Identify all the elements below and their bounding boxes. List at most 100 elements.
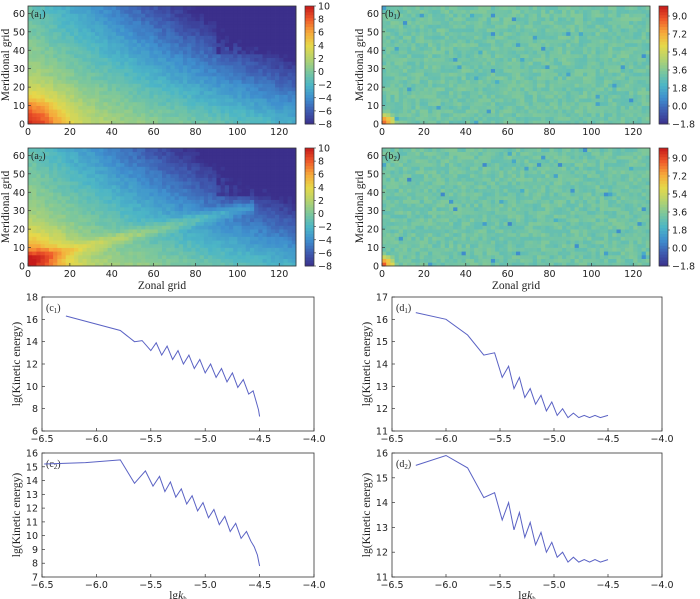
heatmap-cell [132, 79, 138, 84]
heatmap-cell [495, 101, 500, 106]
heatmap-cell [562, 68, 567, 73]
heatmap-cell [57, 13, 62, 18]
heatmap-cell [516, 116, 521, 121]
heatmap-cell [44, 72, 50, 77]
heatmap-cell [287, 109, 293, 114]
heatmap-cell [528, 24, 534, 29]
heatmap-cell [36, 76, 41, 81]
colorbar-segment [659, 103, 668, 107]
heatmap-cell [44, 17, 50, 22]
heatmap-cell [629, 50, 634, 55]
heatmap-cell [287, 57, 293, 62]
heatmap-cell [591, 76, 596, 81]
heatmap-cell [241, 236, 247, 241]
heatmap-cell [224, 232, 230, 237]
heatmap-cell [578, 76, 584, 81]
heatmap-cell [382, 68, 387, 73]
heatmap-cell [95, 109, 100, 114]
heatmap-cell [132, 31, 138, 36]
heatmap-cell [595, 83, 601, 88]
heatmap-cell [162, 24, 167, 29]
heatmap-cell [503, 31, 508, 36]
heatmap-cell [620, 42, 626, 47]
heatmap-cell [107, 254, 113, 259]
heatmap-cell [128, 39, 134, 44]
heatmap-cell [524, 61, 529, 66]
heatmap-cell [283, 262, 288, 267]
heatmap-cell [78, 98, 83, 103]
heatmap-cell [603, 39, 609, 44]
heatmap-cell [478, 28, 483, 33]
heatmap-cell [574, 61, 580, 66]
heatmap-cell [275, 240, 280, 245]
heatmap-cell [608, 17, 613, 22]
heatmap-cell [545, 31, 550, 36]
heatmap-cell [86, 24, 92, 29]
heatmap-cell [237, 254, 242, 259]
heatmap-cell [90, 76, 96, 81]
heatmap-cell [74, 28, 79, 33]
heatmap-cell [111, 35, 117, 40]
heatmap-cell [562, 28, 567, 33]
heatmap-cell [549, 109, 555, 114]
heatmap-cell [557, 24, 563, 29]
heatmap-cell [229, 243, 234, 248]
heatmap-cell [407, 28, 412, 33]
heatmap-cell [507, 109, 513, 114]
heatmap-cell [195, 31, 201, 36]
heatmap-cell [28, 9, 33, 14]
heatmap-cell [266, 35, 272, 40]
heatmap-cell [566, 39, 571, 44]
heatmap-cell [82, 24, 87, 29]
heatmap-cell [536, 31, 542, 36]
heatmap-cell [157, 105, 163, 110]
heatmap-cell [633, 57, 638, 62]
heatmap-cell [641, 112, 647, 117]
heatmap-cell [141, 79, 146, 84]
heatmap-cell [603, 17, 609, 22]
heatmap-cell [620, 9, 626, 14]
heatmap-cell [174, 229, 180, 234]
heatmap-cell [474, 17, 479, 22]
heatmap-cell [208, 109, 213, 114]
heatmap-cell [65, 46, 71, 51]
heatmap-cell [216, 98, 221, 103]
heatmap-cell [283, 13, 288, 18]
heatmap-cell [633, 116, 638, 121]
heatmap-cell [174, 39, 180, 44]
heatmap-cell [178, 53, 184, 58]
heatmap-cell [212, 28, 217, 33]
heatmap-cell [528, 6, 534, 11]
heatmap-cell [199, 247, 205, 252]
heatmap-cell [233, 50, 238, 55]
heatmap-cell [199, 6, 205, 11]
heatmap-cell [511, 94, 517, 99]
heatmap-cell [28, 6, 33, 11]
heatmap-cell [495, 76, 500, 81]
heatmap-cell [520, 39, 525, 44]
heatmap-cell [574, 39, 580, 44]
heatmap-cell [394, 83, 400, 88]
heatmap-cell [233, 229, 238, 234]
colorbar-segment [305, 47, 314, 51]
heatmap-cell [124, 65, 129, 70]
heatmap-cell [128, 68, 134, 73]
heatmap-cell [149, 247, 154, 252]
heatmap-cell [178, 236, 184, 241]
colorbar-tick-label: 3.6 [672, 66, 687, 77]
heatmap-cell [478, 68, 483, 73]
heatmap-cell [624, 72, 630, 77]
heatmap-cell [633, 50, 638, 55]
heatmap-cell [120, 39, 125, 44]
heatmap-cell [612, 53, 617, 58]
heatmap-cell [174, 57, 180, 62]
heatmap-cell [187, 65, 192, 70]
heatmap-cell [411, 42, 416, 47]
heatmap-cell [478, 35, 483, 40]
heatmap-cell [36, 236, 41, 241]
heatmap-cell [482, 35, 488, 40]
heatmap-cell [28, 251, 33, 256]
heatmap-cell [229, 232, 234, 237]
heatmap-cell [199, 254, 205, 259]
heatmap-cell [229, 90, 234, 95]
